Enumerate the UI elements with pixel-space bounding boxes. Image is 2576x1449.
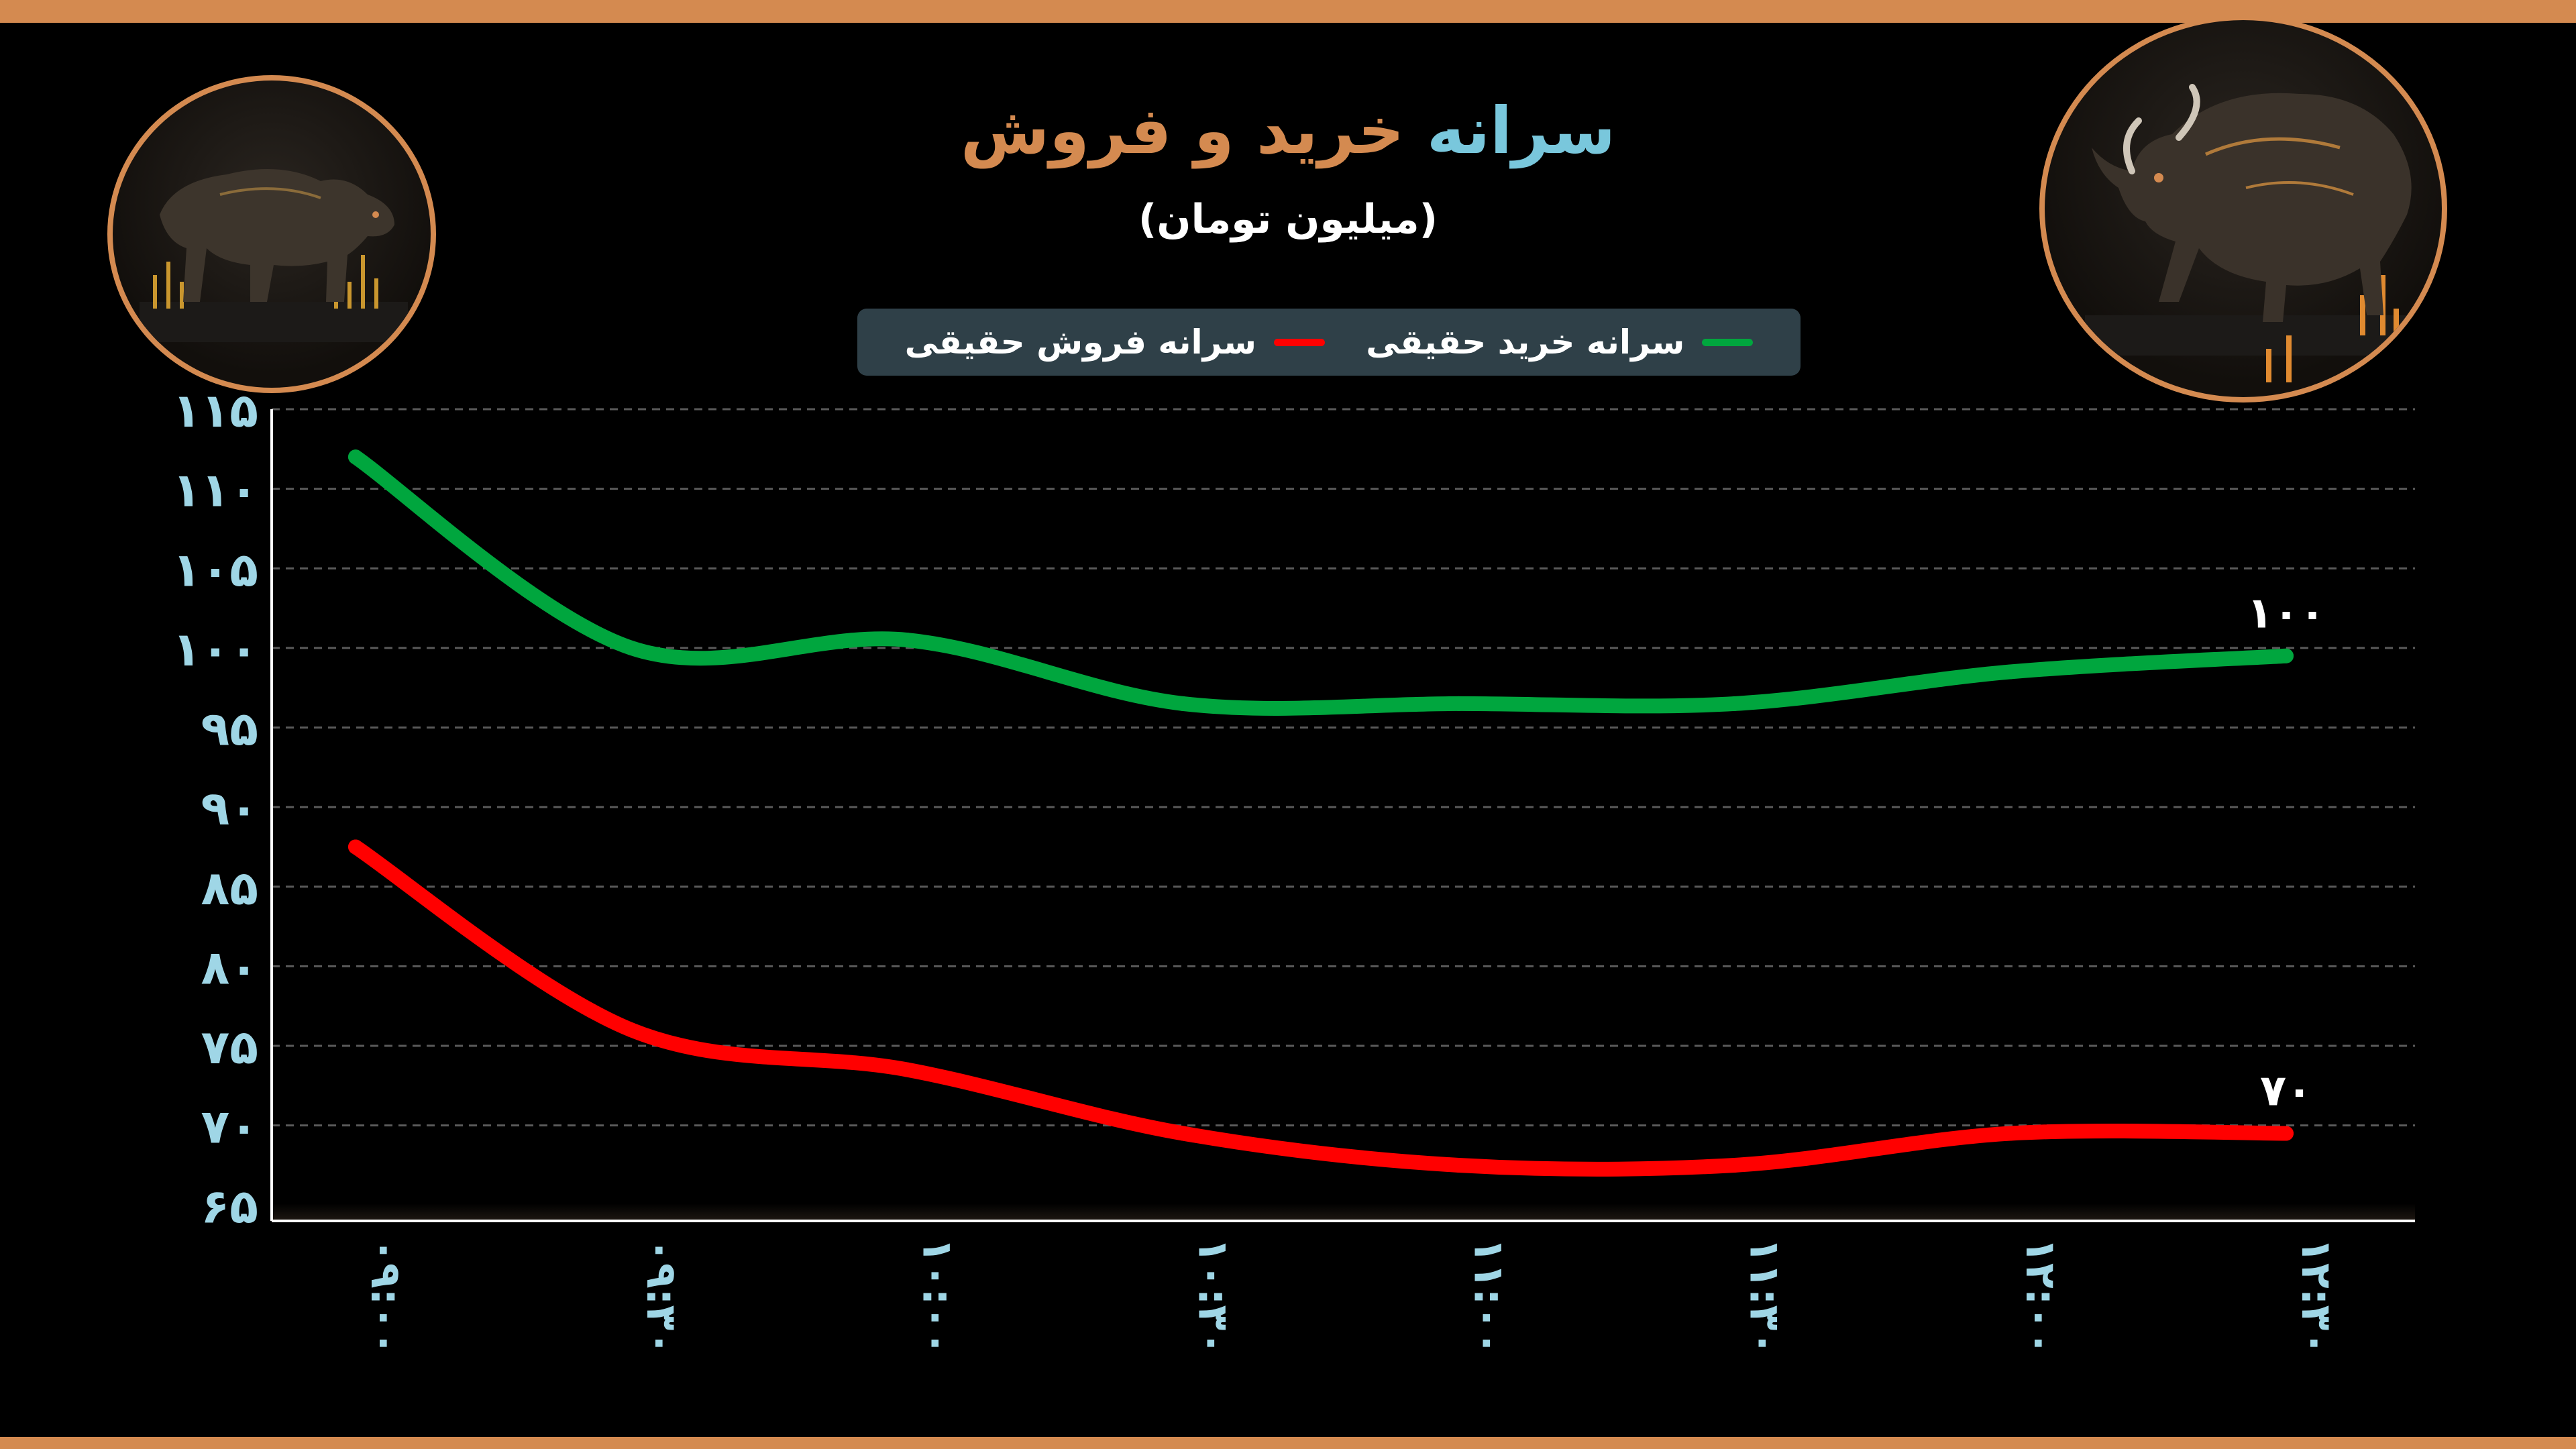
y-tick-label: ۸۵ [201, 861, 258, 916]
data-point-buy [900, 633, 915, 648]
y-tick-label: ۷۰ [201, 1099, 258, 1155]
top-accent-band [0, 0, 2576, 23]
data-point-buy [2002, 664, 2018, 680]
x-tick-label: ۱۰:۰۰ [913, 1238, 962, 1356]
data-point-buy [348, 449, 363, 465]
series-line-sell [348, 839, 2294, 1177]
legend-label-sell: سرانه فروش حقیقی [904, 323, 1256, 362]
y-tick-label: ۱۰۰ [172, 622, 258, 677]
y-tick-label: ۶۵ [201, 1179, 258, 1234]
data-point-sell [624, 1022, 639, 1038]
title-part-1: سرانه [1426, 93, 1616, 168]
bear-icon [107, 75, 436, 393]
data-point-buy [624, 640, 639, 655]
x-tick-label: ۱۱:۳۰ [1741, 1238, 1790, 1356]
data-point-sell [1727, 1157, 1742, 1173]
x-tick-label: ۱۲:۰۰ [2017, 1238, 2065, 1356]
legend-swatch-sell [1273, 338, 1325, 346]
data-point-sell [1451, 1157, 1466, 1173]
data-point-buy [2279, 648, 2294, 663]
x-tick-label: ۰۹:۳۰ [637, 1238, 686, 1356]
x-tick-label: ۱۱:۰۰ [1465, 1238, 1514, 1356]
y-tick-label: ۷۵ [201, 1020, 258, 1075]
legend-item-buy: سرانه خرید حقیقی [1366, 323, 1754, 362]
y-tick-label: ۹۵ [201, 702, 258, 757]
chart-title: سرانه خرید و فروش [0, 87, 2576, 174]
legend-label-buy: سرانه خرید حقیقی [1366, 323, 1685, 362]
data-point-buy [1175, 696, 1191, 711]
data-point-sell [1175, 1126, 1191, 1141]
data-point-buy [1727, 696, 1742, 711]
bottom-accent-band [0, 1437, 2576, 1449]
y-tick-label: ۱۱۵ [172, 383, 258, 438]
x-tick-label: ۱۰:۳۰ [1189, 1238, 1238, 1356]
data-point-sell [900, 1062, 915, 1077]
legend-item-sell: سرانه فروش حقیقی [905, 323, 1325, 362]
data-point-sell [348, 839, 363, 855]
x-tick-label: ۰۹:۰۰ [362, 1238, 411, 1356]
end-data-label-sell: ۷۰ [2260, 1067, 2312, 1116]
series-line-buy [348, 449, 2294, 716]
data-point-sell [2002, 1126, 2018, 1141]
legend: سرانه خرید حقیقی سرانه فروش حقیقی [857, 309, 1801, 376]
bull-icon [2039, 15, 2447, 402]
y-tick-label: ۸۰ [201, 940, 258, 995]
title-part-2: خرید و فروش [960, 93, 1405, 168]
end-data-label-buy: ۱۰۰ [2247, 589, 2325, 639]
y-tick-label: ۹۰ [201, 781, 258, 836]
x-tick-label: ۱۲:۳۰ [2292, 1238, 2341, 1356]
data-point-sell [2279, 1126, 2294, 1141]
legend-swatch-buy [1702, 338, 1754, 346]
chart-subtitle: (میلیون تومان) [1138, 196, 1438, 243]
y-tick-label: ۱۰۵ [172, 542, 258, 597]
y-tick-label: ۱۱۰ [172, 463, 258, 518]
plot-background [272, 1203, 2415, 1221]
data-point-buy [1451, 696, 1466, 711]
